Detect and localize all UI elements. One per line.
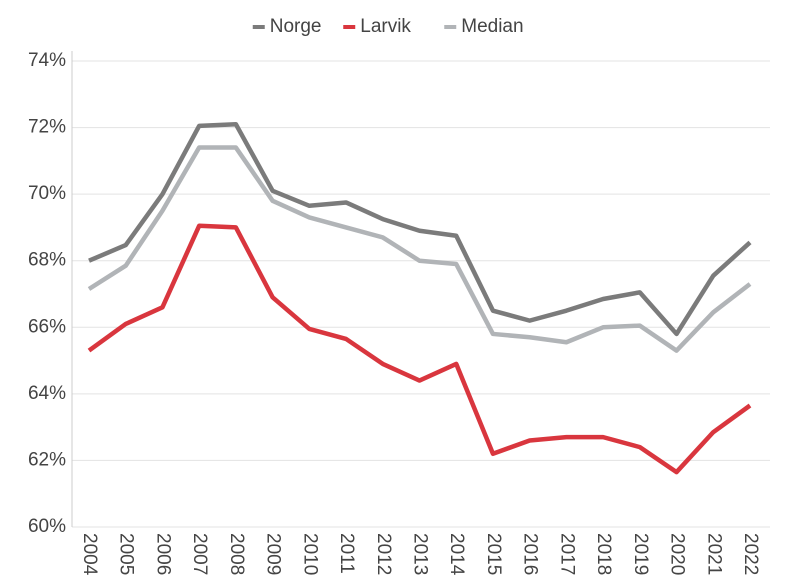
x-tick-label: 2021 xyxy=(703,533,724,575)
y-tick-label: 70% xyxy=(28,183,66,204)
legend-label: Norge xyxy=(270,16,322,37)
line-series xyxy=(87,145,752,353)
x-tick-label: 2012 xyxy=(373,533,394,575)
x-tick-label: 2005 xyxy=(116,533,137,575)
x-tick-label: 2004 xyxy=(79,533,100,576)
x-tick-label: 2010 xyxy=(299,533,320,575)
y-tick-label: 72% xyxy=(28,117,66,138)
x-tick-label: 2013 xyxy=(409,533,430,575)
y-tick-label: 62% xyxy=(28,449,66,470)
x-tick-label: 2006 xyxy=(152,533,173,575)
line-series xyxy=(87,223,752,475)
y-tick-label: 64% xyxy=(28,383,66,404)
y-tick-label: 68% xyxy=(28,250,66,271)
x-tick-label: 2022 xyxy=(740,533,761,575)
x-tick-label: 2018 xyxy=(593,533,614,575)
x-tick-label: 2009 xyxy=(263,533,284,575)
x-tick-label: 2007 xyxy=(189,533,210,575)
x-tick-label: 2020 xyxy=(667,533,688,575)
x-tick-label: 2011 xyxy=(336,533,357,574)
x-tick-label: 2017 xyxy=(556,533,577,575)
legend: Norge Larvik Median xyxy=(252,16,524,37)
x-tick-label: 2015 xyxy=(483,533,504,575)
legend-label: Median xyxy=(461,16,523,37)
y-tick-label: 74% xyxy=(28,50,66,71)
y-tick-label: 66% xyxy=(28,316,66,337)
x-tick-label: 2008 xyxy=(226,533,247,575)
line-series xyxy=(88,121,752,337)
x-tick-label: 2014 xyxy=(446,533,467,576)
x-tick-label: 2019 xyxy=(630,533,651,575)
x-tick-label: 2016 xyxy=(520,533,541,575)
y-tick-label: 60% xyxy=(28,516,66,537)
legend-label: Larvik xyxy=(360,16,411,37)
